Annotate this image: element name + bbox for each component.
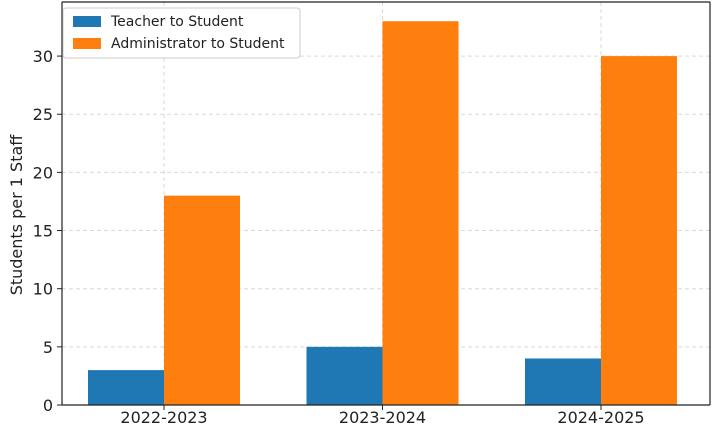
x-axis-ticks: 2022-2023 2023-2024 2024-2025	[120, 405, 645, 427]
legend-swatch-administrator-to-student	[73, 38, 101, 49]
y-tick-label-10: 10	[33, 280, 53, 299]
axes	[61, 1, 711, 406]
bar-teacher-to-student-2024-2025	[525, 358, 601, 405]
y-tick-label-20: 20	[33, 163, 53, 182]
y-tick-label-15: 15	[33, 222, 53, 241]
x-tick-label-2024-2025: 2024-2025	[557, 408, 644, 427]
y-tick-label-5: 5	[43, 338, 53, 357]
y-tick-label-30: 30	[33, 47, 53, 66]
legend-swatch-teacher-to-student	[73, 16, 101, 27]
legend-label-administrator-to-student: Administrator to Student	[111, 36, 285, 52]
legend: Teacher to Student Administrator to Stud…	[62, 7, 301, 59]
legend-box	[62, 7, 301, 59]
y-tick-label-25: 25	[33, 105, 53, 124]
x-tick-label-2023-2024: 2023-2024	[339, 408, 426, 427]
y-axis-ticks: 0 5 10 15 20 25 30	[33, 47, 62, 415]
bar-administrator-to-student-2023-2024	[382, 21, 459, 405]
legend-label-teacher-to-student: Teacher to Student	[110, 14, 244, 30]
x-tick-label-2022-2023: 2022-2023	[120, 408, 207, 427]
bar-teacher-to-student-2023-2024	[306, 346, 383, 405]
bar-teacher-to-student-2022-2023	[88, 370, 164, 405]
bar-administrator-to-student-2024-2025	[601, 56, 677, 406]
bars	[88, 21, 677, 406]
bar-administrator-to-student-2022-2023	[164, 195, 240, 405]
y-tick-label-0: 0	[43, 396, 53, 415]
y-axis-title: Students per 1 Staff	[7, 134, 26, 296]
